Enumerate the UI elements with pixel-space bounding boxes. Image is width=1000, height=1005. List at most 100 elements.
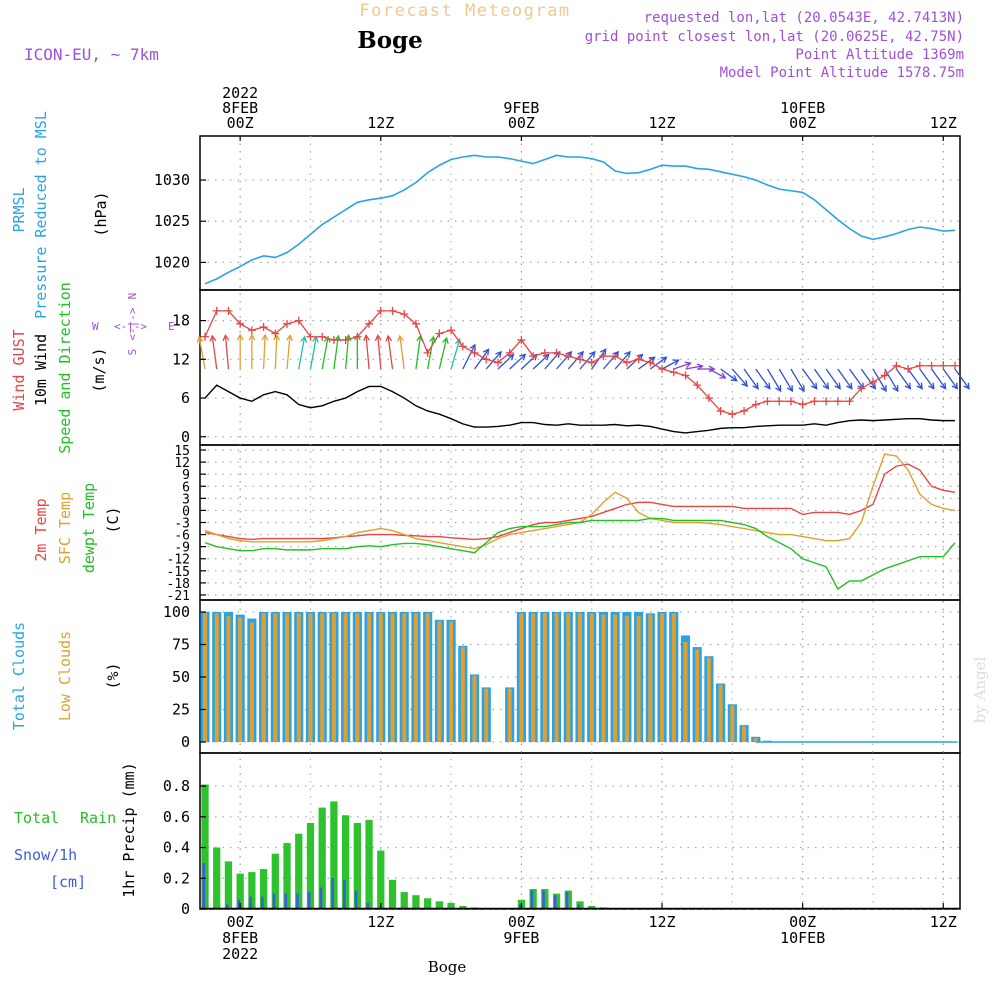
snow-bar bbox=[331, 878, 334, 909]
low-cloud-bar bbox=[730, 705, 735, 742]
wind-direction-shaft bbox=[731, 368, 748, 387]
compass-w: W bbox=[92, 320, 99, 333]
low-cloud-bar bbox=[472, 675, 477, 742]
wind-direction-head bbox=[286, 333, 293, 342]
y-tick-label: 12 bbox=[174, 456, 190, 471]
wind-gust-marker bbox=[763, 397, 772, 406]
low-cloud-bar bbox=[449, 621, 454, 742]
wind-gust-marker bbox=[622, 358, 631, 367]
wind-direction-shaft bbox=[450, 339, 461, 370]
wind-direction-head bbox=[775, 384, 782, 393]
wind-direction-shaft bbox=[884, 368, 899, 392]
wind-gust-marker bbox=[564, 352, 573, 361]
low-cloud-bar bbox=[589, 613, 594, 742]
wind-direction-shaft bbox=[321, 336, 329, 370]
compass-arrows-horizontal: <-|-> bbox=[114, 320, 147, 333]
wind-direction-shaft bbox=[942, 368, 958, 389]
wind-direction-shaft bbox=[907, 368, 923, 389]
wind-direction-arrow bbox=[462, 343, 476, 370]
wind-gust-marker bbox=[939, 361, 948, 370]
low-cloud-bar bbox=[613, 614, 618, 742]
wind-direction-head bbox=[648, 356, 656, 364]
y-tick-label: 0.8 bbox=[163, 777, 190, 795]
temp-dewpt-line bbox=[204, 517, 956, 590]
wind-direction-arrow bbox=[790, 368, 805, 393]
wind-direction-head bbox=[904, 382, 912, 390]
snow-bar bbox=[565, 892, 569, 909]
low-cloud-bar bbox=[378, 613, 383, 742]
wind-direction-head bbox=[624, 350, 631, 358]
wind-direction-shaft bbox=[274, 334, 278, 370]
wind-direction-shaft bbox=[931, 368, 947, 389]
top-time-label: 12Z bbox=[367, 114, 394, 132]
wind-gust-marker bbox=[236, 319, 245, 328]
low-cloud-bar bbox=[413, 613, 418, 742]
rain-bar bbox=[306, 822, 315, 909]
wind-direction-arrow bbox=[720, 368, 738, 382]
wind-direction-head bbox=[798, 384, 805, 393]
low-cloud-bar bbox=[238, 617, 243, 742]
top-time-label: 12Z bbox=[648, 114, 675, 132]
wind-direction-shaft bbox=[309, 336, 317, 370]
rain-bar bbox=[318, 807, 326, 909]
wind-gust-marker bbox=[728, 410, 737, 419]
wind-direction-shaft bbox=[626, 354, 643, 370]
wind-direction-arrow bbox=[321, 335, 331, 370]
data-layer bbox=[196, 154, 970, 910]
low-cloud-bar bbox=[425, 613, 430, 742]
wind-direction-head bbox=[236, 333, 244, 341]
low-cloud-bar bbox=[660, 613, 665, 742]
wind-gust-marker bbox=[458, 342, 467, 351]
wind-gust-marker bbox=[786, 397, 795, 406]
rain-bar bbox=[400, 892, 408, 909]
rain-bar bbox=[283, 842, 291, 909]
wind-direction-shaft bbox=[790, 368, 805, 392]
rain-bar bbox=[213, 847, 221, 909]
station-name: Boge bbox=[357, 27, 423, 54]
precip-labels: Total Rain Snow/1h [cm] 1hr Precip (mm) bbox=[14, 762, 138, 897]
snow-bar bbox=[366, 902, 370, 909]
rain-bar bbox=[224, 861, 233, 909]
temp-2m-line bbox=[204, 463, 956, 541]
y-tick-label: 9 bbox=[182, 468, 190, 483]
bottom-time-label: 9FEB bbox=[503, 929, 539, 947]
rain-bar bbox=[330, 801, 338, 909]
wind-gust-marker bbox=[365, 319, 374, 328]
rain-bar bbox=[365, 819, 373, 909]
wind-gust-marker bbox=[353, 332, 362, 341]
wind-direction-shaft bbox=[766, 368, 782, 392]
wind-direction-shaft bbox=[474, 349, 490, 370]
wind-direction-shaft bbox=[802, 368, 818, 389]
low-cloud-bar bbox=[202, 613, 208, 742]
wind-direction-head bbox=[261, 333, 269, 341]
y-tick-label: -12 bbox=[167, 553, 190, 568]
y-tick-label: 6 bbox=[181, 389, 190, 407]
wind-direction-shaft bbox=[673, 362, 691, 370]
wind-gust-marker bbox=[318, 332, 327, 341]
wind-direction-shaft bbox=[497, 354, 514, 370]
wind-direction-head bbox=[684, 361, 692, 368]
wind-direction-head bbox=[869, 382, 877, 390]
rain-bar bbox=[201, 784, 209, 909]
top-time-label: 2022 bbox=[222, 84, 258, 102]
wind-gust-marker bbox=[704, 394, 713, 403]
wind-direction-arrow bbox=[415, 334, 424, 370]
wind-direction-head bbox=[752, 382, 759, 390]
wind-gust-marker bbox=[904, 365, 913, 373]
wind-direction-shaft bbox=[778, 368, 793, 392]
wind-gust-marker bbox=[951, 361, 959, 370]
wind-direction-shaft bbox=[509, 354, 526, 370]
snow-bar bbox=[542, 890, 545, 909]
pressure-panel-frame bbox=[199, 135, 961, 291]
wind-gust-marker bbox=[247, 326, 256, 335]
low-cloud-bar bbox=[308, 613, 313, 742]
low-cloud-bar bbox=[437, 621, 442, 742]
wind-direction-head bbox=[730, 374, 738, 382]
temp-2m-label: 2m Temp bbox=[32, 498, 50, 561]
wind-direction-head bbox=[519, 353, 527, 361]
bottom-time-label: 12Z bbox=[648, 913, 675, 931]
grid-point-coords: grid point closest lon,lat (20.0625E, 42… bbox=[585, 29, 964, 45]
compass-e: E bbox=[168, 320, 175, 333]
wind-direction-head bbox=[708, 365, 716, 373]
compass-n: N bbox=[126, 293, 139, 300]
